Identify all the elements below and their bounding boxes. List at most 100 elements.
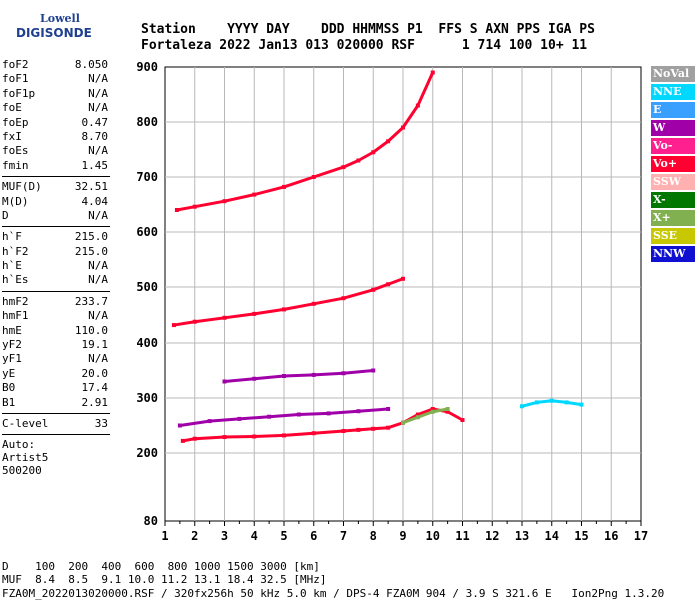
data-point	[579, 402, 584, 407]
series-trace	[194, 435, 225, 441]
header-values: Fortaleza 2022 Jan13 013 020000 RSF 1 71…	[141, 38, 588, 53]
data-point	[401, 276, 405, 281]
series-trace	[387, 277, 404, 286]
series-trace	[283, 302, 315, 311]
series-trace	[343, 428, 359, 433]
autoscale-line3: 500200	[2, 464, 42, 478]
params-separator	[2, 412, 110, 414]
lowell-digisonde-logo: Lowell DIGISONDE	[6, 8, 92, 48]
x-tick-label: 14	[545, 529, 559, 543]
series-trace	[446, 410, 464, 422]
polarization-legend: NoVal NNE E W Vo- Vo+ SSW X- X+ SSE NNW	[651, 66, 695, 264]
param-name: B1	[2, 395, 16, 409]
series-trace	[343, 369, 374, 375]
y-tick-label: 400	[136, 336, 158, 350]
param-value: 110.0	[74, 323, 108, 337]
series-trace	[179, 419, 210, 427]
param-name: M(D)	[2, 194, 29, 208]
series-trace	[521, 400, 538, 408]
footer-muf-row: MUF 8.4 8.5 9.1 10.0 11.2 13.1 18.4 32.5…	[2, 573, 327, 586]
param-value: 8.70	[81, 129, 109, 143]
params-separator	[2, 434, 110, 436]
data-point	[445, 407, 450, 411]
param-row: fmin 1.45	[2, 159, 108, 173]
series-trace	[343, 288, 374, 300]
x-tick-label: 12	[485, 529, 499, 543]
param-row: h`F2 215.0	[2, 245, 108, 259]
series-trace	[372, 282, 389, 292]
param-name: C-level	[2, 416, 49, 430]
x-tick-label: 10	[426, 529, 440, 543]
legend-item: NNE	[651, 84, 695, 100]
legend-item: E	[651, 102, 695, 118]
param-name: hmF1	[2, 309, 29, 323]
y-tick-label: 300	[136, 391, 158, 405]
param-name: foEp	[2, 115, 29, 129]
y-tick-label: 800	[136, 115, 158, 129]
param-value: N/A	[88, 144, 108, 158]
series-trace	[194, 199, 225, 209]
footer-file-info: FZA0M_2022013020000.RSF / 320fx256h 50 k…	[2, 587, 665, 600]
param-value: 8.050	[74, 58, 108, 71]
series-trace	[224, 312, 255, 320]
params-separator	[2, 290, 110, 292]
param-value: 20.0	[81, 366, 109, 380]
y-tick-label: 80	[144, 514, 158, 528]
param-name: MUF(D)	[2, 180, 42, 194]
series-trace	[239, 415, 270, 421]
series-trace	[401, 104, 420, 129]
param-name: foF2	[2, 58, 29, 71]
param-row: B0 17.4	[2, 381, 108, 395]
series-trace	[566, 400, 582, 407]
param-row: h`E N/A	[2, 259, 108, 273]
param-row: yE 20.0	[2, 367, 108, 381]
y-tick-label: 200	[136, 446, 158, 460]
param-row: B1 2.91	[2, 396, 108, 410]
param-value: N/A	[88, 86, 108, 100]
x-tick-label: 8	[370, 529, 377, 543]
series-trace	[536, 399, 552, 404]
x-tick-label: 9	[399, 529, 406, 543]
param-value: N/A	[88, 72, 108, 86]
param-name: foE	[2, 101, 22, 115]
param-row: foEp 0.47	[2, 116, 108, 130]
x-tick-label: 6	[310, 529, 317, 543]
series-trace	[313, 296, 344, 306]
series-trace	[224, 435, 255, 439]
series-trace	[224, 193, 255, 203]
legend-item: NNW	[651, 246, 695, 262]
param-row: hmE 110.0	[2, 324, 108, 338]
param-row: h`F 215.0	[2, 230, 108, 244]
series-trace	[209, 417, 240, 423]
param-row: yF2 19.1	[2, 338, 108, 352]
series-trace	[402, 415, 419, 425]
footer-distance-row: D 100 200 400 600 800 1000 1500 3000 [km…	[2, 560, 320, 573]
series-trace	[176, 205, 196, 212]
y-tick-label: 600	[136, 225, 158, 239]
series-trace	[373, 426, 389, 431]
param-value: 215.0	[74, 244, 108, 258]
data-point	[386, 407, 391, 411]
param-name: B0	[2, 381, 16, 395]
series-trace	[173, 320, 195, 327]
series-trace	[313, 371, 344, 377]
x-tick-label: 4	[251, 529, 258, 543]
x-tick-label: 11	[455, 529, 469, 543]
params-separator	[2, 176, 110, 178]
param-row: C-level 33	[2, 417, 108, 431]
y-tick-label: 700	[136, 170, 158, 184]
param-name: D	[2, 208, 9, 222]
param-name: h`F	[2, 230, 22, 244]
legend-item: SSE	[651, 228, 695, 244]
param-name: foF1	[2, 72, 29, 86]
param-row: h`Es N/A	[2, 273, 108, 287]
series-trace	[269, 413, 299, 419]
param-value: N/A	[88, 309, 108, 323]
series-trace	[313, 429, 344, 435]
series-trace	[372, 140, 390, 154]
x-tick-label: 7	[340, 529, 347, 543]
param-value: 33	[94, 416, 108, 430]
param-row: yF1 N/A	[2, 352, 108, 366]
legend-item: W	[651, 120, 695, 136]
